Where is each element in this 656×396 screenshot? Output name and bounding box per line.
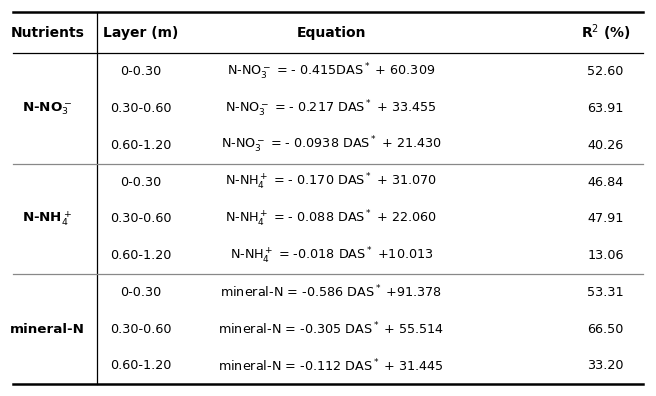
Text: Equation: Equation — [297, 26, 366, 40]
Text: 0-0.30: 0-0.30 — [121, 65, 161, 78]
Text: Nutrients: Nutrients — [10, 26, 84, 40]
Text: 53.31: 53.31 — [587, 286, 624, 299]
Text: N-NH$_4^+$ = - 0.170 DAS$^*$ + 31.070: N-NH$_4^+$ = - 0.170 DAS$^*$ + 31.070 — [226, 172, 437, 192]
Text: 0.30-0.60: 0.30-0.60 — [110, 102, 172, 115]
Text: mineral-N: mineral-N — [10, 322, 85, 335]
Text: N-NO$_3^-$ = - 0.0938 DAS$^*$ + 21.430: N-NO$_3^-$ = - 0.0938 DAS$^*$ + 21.430 — [221, 135, 441, 155]
Text: 66.50: 66.50 — [587, 322, 624, 335]
Text: N-NO$_3^-$ = - 0.217 DAS$^*$ + 33.455: N-NO$_3^-$ = - 0.217 DAS$^*$ + 33.455 — [226, 99, 437, 119]
Text: mineral-N = -0.112 DAS$^*$ + 31.445: mineral-N = -0.112 DAS$^*$ + 31.445 — [218, 358, 444, 374]
Text: 0.60-1.20: 0.60-1.20 — [110, 359, 172, 372]
Text: 0-0.30: 0-0.30 — [121, 175, 161, 188]
Text: N-NO$_3^-$ = - 0.415DAS$^*$ + 60.309: N-NO$_3^-$ = - 0.415DAS$^*$ + 60.309 — [227, 62, 436, 82]
Text: N-NH$_4^+$ = - 0.088 DAS$^*$ + 22.060: N-NH$_4^+$ = - 0.088 DAS$^*$ + 22.060 — [226, 209, 437, 229]
Text: mineral-N = -0.305 DAS$^*$ + 55.514: mineral-N = -0.305 DAS$^*$ + 55.514 — [218, 321, 444, 337]
Text: 13.06: 13.06 — [587, 249, 624, 262]
Text: 63.91: 63.91 — [587, 102, 624, 115]
Text: 47.91: 47.91 — [587, 212, 624, 225]
Text: 0.30-0.60: 0.30-0.60 — [110, 322, 172, 335]
Text: 0.30-0.60: 0.30-0.60 — [110, 212, 172, 225]
Text: N-NH$_4^+$: N-NH$_4^+$ — [22, 209, 72, 228]
Text: N-NO$_3^-$: N-NO$_3^-$ — [22, 100, 73, 117]
Text: 0.60-1.20: 0.60-1.20 — [110, 139, 172, 152]
Text: 0-0.30: 0-0.30 — [121, 286, 161, 299]
Text: 46.84: 46.84 — [587, 175, 624, 188]
Text: R$^{2}$ (%): R$^{2}$ (%) — [581, 22, 630, 43]
Text: 33.20: 33.20 — [587, 359, 624, 372]
Text: N-NH$_4^+$ = -0.018 DAS$^*$ +10.013: N-NH$_4^+$ = -0.018 DAS$^*$ +10.013 — [230, 246, 433, 266]
Text: Layer (m): Layer (m) — [104, 26, 178, 40]
Text: 40.26: 40.26 — [587, 139, 624, 152]
Text: mineral-N = -0.586 DAS$^*$ +91.378: mineral-N = -0.586 DAS$^*$ +91.378 — [220, 284, 442, 301]
Text: 0.60-1.20: 0.60-1.20 — [110, 249, 172, 262]
Text: 52.60: 52.60 — [587, 65, 624, 78]
